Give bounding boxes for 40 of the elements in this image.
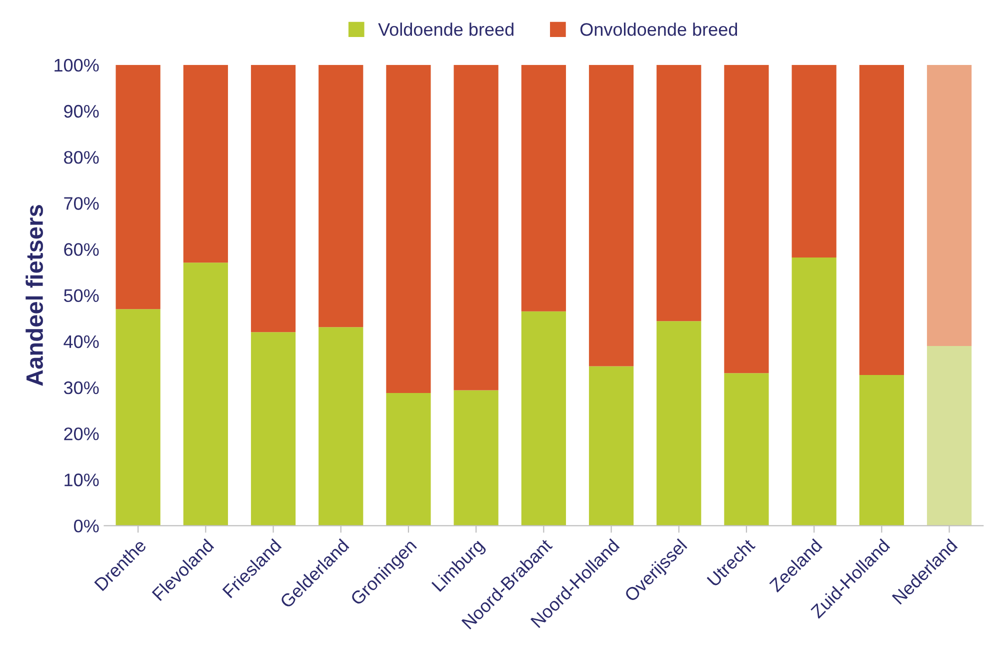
bar [250, 64, 296, 332]
bar [183, 262, 228, 526]
y-tick-label: 50% [64, 289, 99, 302]
bar [318, 327, 364, 526]
bar [859, 375, 904, 526]
bar [724, 373, 769, 526]
y-tick-label: 60% [64, 243, 99, 256]
bar [116, 309, 160, 526]
legend-label: Onvoldoende breed [580, 22, 738, 36]
bar [656, 64, 702, 322]
y-tick-label: 20% [64, 427, 99, 440]
bar [386, 64, 431, 393]
y-tick-label: 30% [64, 381, 99, 394]
bar [386, 392, 431, 526]
bar [116, 64, 160, 310]
bar [588, 64, 634, 366]
bar [926, 346, 972, 526]
bar [454, 64, 498, 390]
y-axis-title: Aandeel fietsers [26, 205, 44, 386]
y-tick-label: 40% [64, 335, 99, 348]
bar [588, 366, 634, 526]
bar [250, 332, 296, 526]
bar [521, 311, 566, 526]
y-tick-label: 90% [64, 104, 99, 118]
bar [926, 64, 972, 346]
bar [521, 64, 566, 312]
bar [454, 390, 498, 526]
legend-label: Voldoende breed [378, 22, 514, 36]
y-tick-label: 100% [54, 58, 99, 72]
y-tick-label: 10% [64, 474, 99, 486]
bar [859, 64, 904, 376]
bar [792, 64, 836, 258]
y-tick-label: 70% [64, 197, 99, 210]
bar [183, 64, 228, 263]
y-tick-label: 0% [74, 520, 99, 532]
bar [318, 64, 364, 328]
bar [656, 321, 702, 526]
bar [724, 64, 769, 374]
bar [792, 258, 836, 526]
y-tick-label: 80% [64, 150, 99, 164]
